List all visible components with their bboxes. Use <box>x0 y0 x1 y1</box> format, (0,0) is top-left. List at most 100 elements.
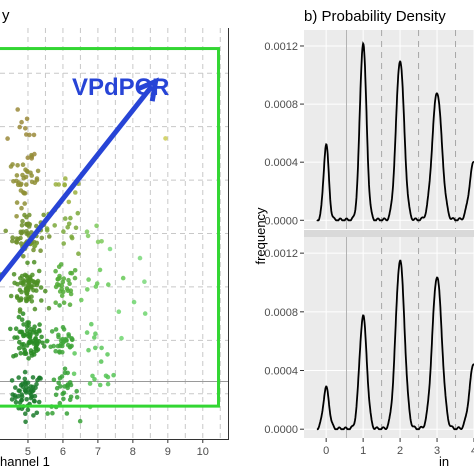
scatter-point-123 <box>14 335 20 340</box>
scatter-point-219 <box>10 238 15 244</box>
scatter-point-194 <box>31 259 37 265</box>
scatter-point-430 <box>87 381 93 386</box>
scatter-point-453 <box>106 282 111 287</box>
scatter-point-202 <box>19 289 24 295</box>
scatter-point-290 <box>23 167 28 172</box>
scatter-point-41 <box>24 397 29 402</box>
scatter-point-411 <box>73 225 79 231</box>
scatter-point-424 <box>53 182 59 187</box>
scatter-point-440 <box>105 352 110 357</box>
scatter-point-367 <box>57 303 62 308</box>
scatter-point-199 <box>21 278 26 283</box>
scatter-point-126 <box>37 322 42 327</box>
scatter-point-25 <box>22 369 28 375</box>
scatter-point-309 <box>64 411 70 416</box>
arrow-head <box>136 77 159 102</box>
scatter-point-291 <box>11 179 16 184</box>
scatter-point-315 <box>74 388 79 394</box>
scatter-point-398 <box>65 288 71 294</box>
scatter-x-tick-label-4: 9 <box>165 446 171 458</box>
vpdpcr-arrow <box>0 77 159 283</box>
scatter-point-245 <box>26 221 31 226</box>
scatter-point-328 <box>57 375 63 381</box>
scatter-point-299 <box>32 151 37 157</box>
scatter-point-196 <box>46 305 52 311</box>
scatter-point-399 <box>56 264 62 270</box>
gate-box <box>0 47 221 408</box>
scatter-point-293 <box>15 163 20 168</box>
scatter-point-170 <box>26 294 31 300</box>
scatter-x-ticks: 5 6 7 8 9 10 <box>25 439 209 458</box>
scatter-point-223 <box>47 234 52 239</box>
scatter-point-466 <box>142 279 147 285</box>
scatter-point-182 <box>24 298 29 304</box>
scatter-point-331 <box>57 400 63 406</box>
scatter-point-432 <box>105 381 111 387</box>
scatter-point-42 <box>12 393 18 398</box>
scatter-point-458 <box>84 229 90 234</box>
scatter-point-427 <box>62 182 67 187</box>
scatter-point-18 <box>23 419 28 425</box>
scatter-point-306 <box>25 155 31 160</box>
density-curve-1 <box>316 259 474 431</box>
scatter-point-59 <box>25 407 31 413</box>
scatter-point-1 <box>22 376 28 382</box>
scatter-point-395 <box>55 276 61 282</box>
scatter-point-167 <box>36 268 42 274</box>
density-facet-bottom: 0.0000 0.0004 0.0008 0.0012 <box>264 230 474 438</box>
scatter-point-38 <box>16 375 22 380</box>
scatter-point-336 <box>68 382 74 388</box>
scatter-point-251 <box>14 236 19 241</box>
scatter-point-365 <box>53 327 59 332</box>
scatter-point-260 <box>35 168 41 174</box>
scatter-point-113 <box>40 340 45 346</box>
scatter-point-408 <box>61 229 66 234</box>
scatter-point-279 <box>8 164 14 169</box>
scatter-x-tick-label-0: 5 <box>25 446 31 458</box>
scatter-point-460 <box>99 239 104 244</box>
scatter-point-124 <box>34 331 39 337</box>
scatter-point-461 <box>119 335 124 341</box>
scatter-point-115 <box>13 353 19 358</box>
scatter-point-55 <box>37 375 42 381</box>
scatter-point-409 <box>65 225 70 230</box>
scatter-point-109 <box>21 333 26 339</box>
scatter-point-308 <box>62 366 68 372</box>
scatter-point-294 <box>21 190 26 195</box>
scatter-point-30 <box>30 375 36 380</box>
scatter-point-181 <box>14 295 20 301</box>
scatter-point-319 <box>50 410 55 416</box>
scatter-point-384 <box>72 268 78 273</box>
scatter-point-369 <box>68 344 73 350</box>
scatter-point-454 <box>86 277 91 282</box>
scatter-point-129 <box>28 339 34 345</box>
scatter-point-419 <box>44 226 50 231</box>
scatter-point-397 <box>61 276 67 281</box>
scatter-x-tick-label-3: 8 <box>130 446 136 458</box>
scatter-point-61 <box>32 324 37 330</box>
scatter-point-58 <box>20 381 25 387</box>
scatter-point-201 <box>35 280 40 286</box>
scatter-point-37 <box>29 394 35 400</box>
scatter-point-121 <box>33 336 38 341</box>
scatter-point-302 <box>5 136 10 141</box>
scatter-point-429 <box>97 382 103 388</box>
density-y-tick-label-0-3: 0.0012 <box>264 41 298 53</box>
scatter-point-205 <box>31 247 36 253</box>
scatter-point-301 <box>17 124 23 130</box>
scatter-point-284 <box>15 182 21 188</box>
density-x-ticks: 0 1 2 3 4 <box>323 438 474 457</box>
scatter-point-393 <box>69 270 75 276</box>
scatter-point-269 <box>24 182 29 187</box>
scatter-point-442 <box>84 330 90 335</box>
scatter-point-314 <box>77 418 83 424</box>
scatter-point-122 <box>8 326 13 332</box>
scatter-point-57 <box>31 388 36 393</box>
density-x-tick-label-4: 4 <box>471 445 474 457</box>
scatter-point-400 <box>53 300 58 306</box>
scatter-point-433 <box>90 373 95 379</box>
density-facet-top: 0.0000 0.0004 0.0008 0.0012 <box>264 30 474 229</box>
scatter-point-392 <box>67 281 72 287</box>
scatter-point-283 <box>22 201 28 206</box>
scatter-point-66 <box>18 351 24 356</box>
